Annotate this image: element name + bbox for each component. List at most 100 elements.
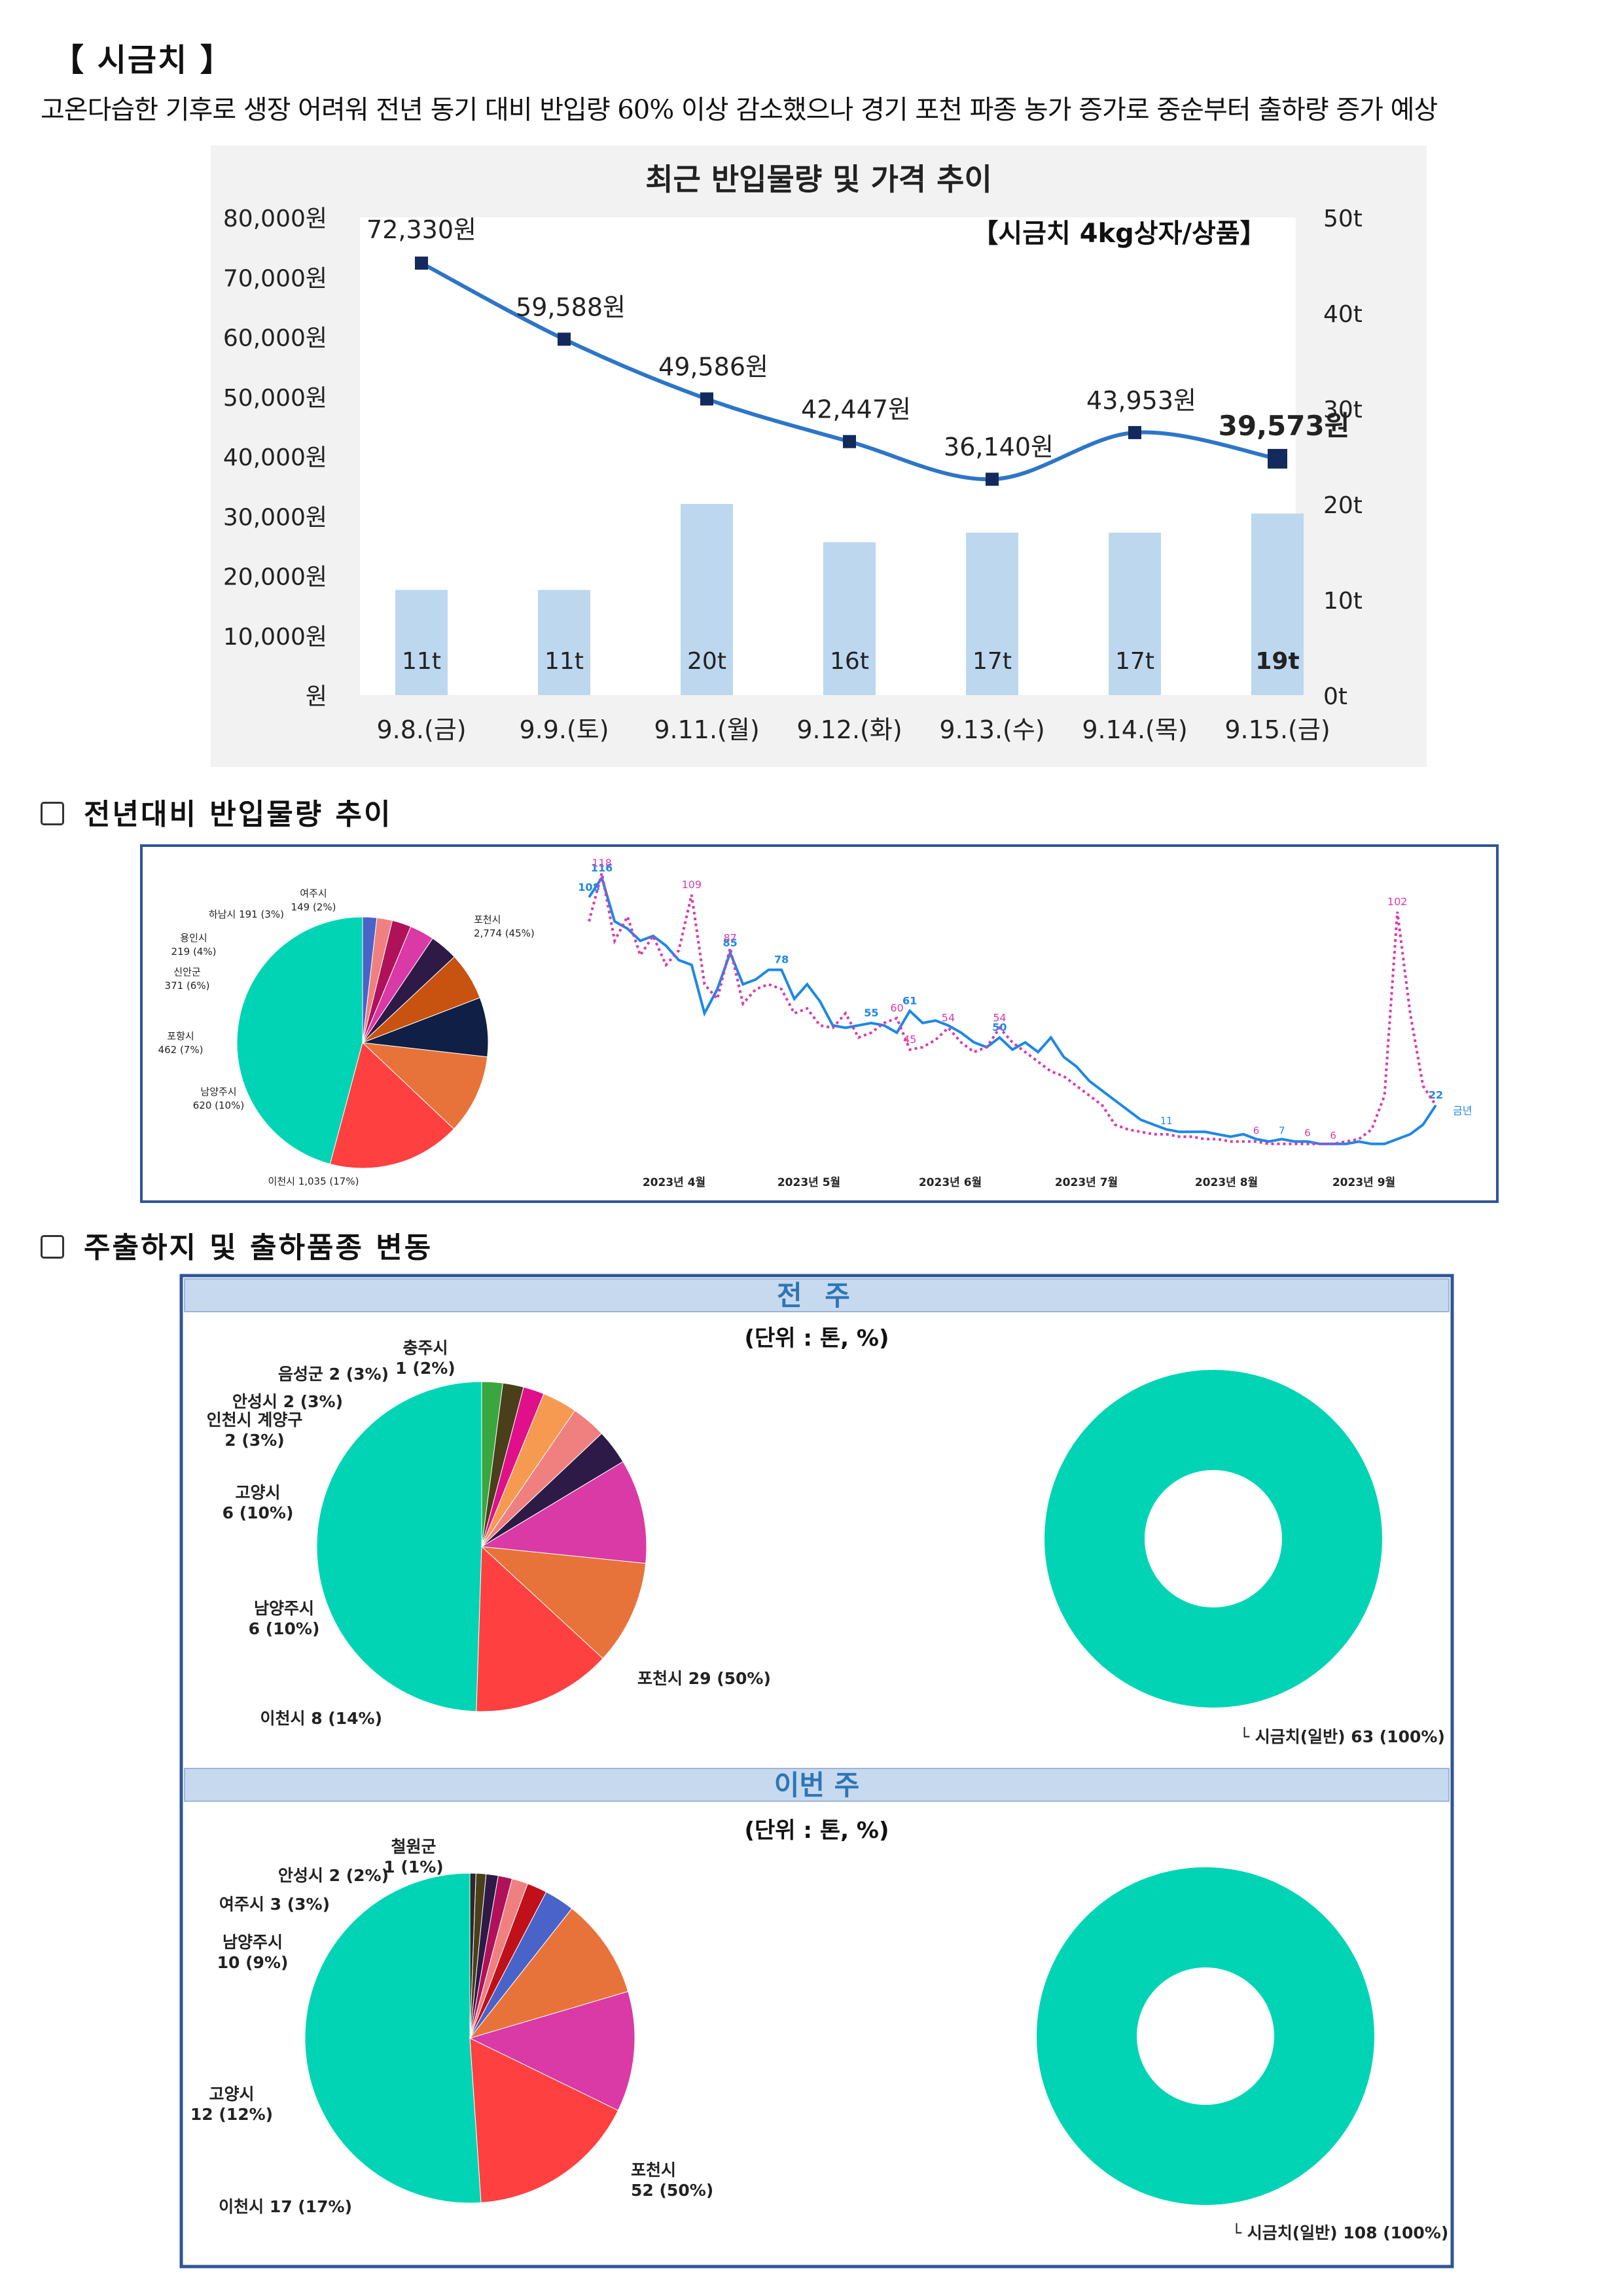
trend-x-tick: 2023년 5월 [777, 1176, 840, 1189]
volume-bar [538, 590, 590, 695]
weekly-origin-panel: 전 주이번 주 (단위 : 톤, %) (단위 : 톤, %) 포천시 29 (50%… [179, 1274, 1454, 2269]
this-week-pie-label: 10 (9%) [217, 1953, 289, 1972]
trend-x-tick: 2023년 4월 [643, 1176, 705, 1189]
price-marker [700, 392, 713, 406]
last-week-pie-label: 2 (3%) [224, 1431, 284, 1450]
price-marker [415, 256, 428, 270]
checkbox-icon [41, 1235, 64, 1259]
trend-point-label: 60 [890, 1002, 903, 1014]
this-week-pie-slice [469, 2037, 619, 2203]
this-week-pie-label: 남양주시 [223, 1933, 283, 1952]
legend-current-year: 금년 [1453, 1105, 1472, 1117]
last-week-pie-label: 충주시 [402, 1338, 448, 1357]
trend-point-label: 118 [592, 857, 612, 869]
price-marker [1268, 448, 1287, 469]
chart-title: 최근 반입물량 및 가격 추이 [645, 162, 992, 197]
trend-point-label: 102 [1387, 895, 1408, 908]
y-left-tick: 원 [306, 683, 327, 710]
origin-pie-label: 462 (7%) [158, 1044, 204, 1056]
volume-bar [1109, 532, 1161, 695]
volume-bar [1251, 513, 1304, 695]
trend-point-label: 6 [1253, 1124, 1260, 1136]
volume-bar [966, 532, 1018, 695]
trend-section-heading: 전년대비 반입물량 추이 [41, 791, 392, 833]
price-label: 72,330원 [366, 215, 476, 244]
this-week-pie-slice [469, 1991, 635, 2111]
origin-pie-label: 포천시 [474, 914, 501, 925]
last-week-pie-label: 음성군 2 (3%) [278, 1365, 389, 1384]
origin-pie-label: 신안군 [173, 966, 201, 978]
volume-label: 19t [1255, 648, 1299, 675]
origin-pie-label: 371 (6%) [165, 980, 210, 992]
y-left-tick: 60,000원 [223, 325, 327, 352]
this-week-pie-label: 철원군 [391, 1837, 436, 1856]
y-right-tick: 10t [1323, 588, 1363, 615]
origin-pie-label: 620 (10%) [193, 1100, 244, 1111]
origin-pie-slice [361, 1042, 488, 1130]
price-label: 39,573원 [1219, 410, 1350, 442]
last-week-pie-slice [476, 1545, 603, 1712]
last-week-pie-label: 안성시 2 (3%) [232, 1392, 343, 1411]
price-label: 49,586원 [658, 353, 768, 382]
this-week-pie-label: 여주시 3 (3%) [219, 1895, 330, 1914]
this-week-pie-label: 고양시 [209, 2085, 254, 2104]
page-title: 【 시금치 】 [52, 42, 233, 79]
last-week-pie-label: 6 (10%) [249, 1619, 320, 1638]
trend-point-label: 78 [774, 954, 789, 966]
trend-heading-text: 전년대비 반입물량 추이 [84, 798, 393, 831]
last-week-pie-label: 6 (10%) [223, 1503, 294, 1522]
trend-panel: 포천시 2,774 (45%) 이천시 1,035 (17%) 남양주시 620 (10… [140, 844, 1499, 1203]
trend-point-label: 87 [723, 931, 736, 944]
origin-pie-label: 여주시 [300, 888, 327, 899]
last-week-variety-donut-hole [1145, 1470, 1282, 1607]
summary-text: 고온다습한 기후로 생장 어려워 전년 동기 대비 반입량 60% 이상 감소했… [41, 95, 1438, 125]
trend-point-label: 11 [1160, 1115, 1173, 1127]
this-week-pie-label: 포천시 [631, 2161, 676, 2179]
last-week-title: 전 주 [777, 1280, 857, 1312]
origin-pie-slice [236, 916, 363, 1165]
x-tick-label: 9.15.(금) [1224, 715, 1330, 744]
last-week-pie-slice [316, 1381, 482, 1712]
price-marker [558, 332, 571, 346]
price-label: 42,447원 [801, 395, 911, 424]
this-week-pie-label: 이천시 17 (17%) [219, 2197, 352, 2216]
origin-section-heading: 주출하지 및 출하품종 변동 [41, 1224, 433, 1266]
origin-pie-label: 남양주시 [200, 1086, 236, 1098]
last-week-pie-slice [480, 1546, 647, 1659]
trend-point-label: 45 [903, 1033, 916, 1046]
origin-pie-slice [329, 1042, 455, 1169]
this-week-pie-slice [469, 1873, 476, 2039]
volume-label: 11t [544, 648, 584, 675]
last-week-pie-label: 포천시 29 (50%) [637, 1669, 771, 1688]
trend-point-label: 116 [591, 861, 613, 874]
trend-point-label: 6 [1330, 1130, 1336, 1141]
origin-pie-slice [362, 916, 378, 1043]
trend-point-label: 6 [1304, 1127, 1311, 1139]
trend-point-label: 108 [578, 881, 599, 893]
y-left-tick: 80,000원 [223, 206, 327, 232]
price-marker [1128, 425, 1141, 439]
trend-point-label: 54 [942, 1011, 955, 1024]
y-left-tick: 10,000원 [223, 624, 327, 651]
price-volume-chart: 최근 반입물량 및 가격 추이 【시금치 4kg상자/상품】 80,000원 70,0… [211, 145, 1427, 767]
trend-point-label: 109 [682, 878, 702, 891]
volume-label: 20t [687, 648, 726, 675]
origin-pie-label: 포항시 [167, 1030, 194, 1042]
trend-x-tick: 2023년 8월 [1195, 1176, 1258, 1189]
x-tick-label: 9.14.(목) [1082, 715, 1187, 744]
price-label: 43,953원 [1086, 386, 1196, 415]
this-week-pie-label: 12 (12%) [190, 2105, 273, 2124]
last-week-pie-label: 1 (2%) [395, 1359, 455, 1378]
trend-point-label: 85 [723, 937, 738, 949]
x-tick-label: 9.12.(화) [796, 715, 902, 744]
unit-label: (단위 : 톤, %) [744, 1325, 889, 1352]
origin-pie-label: 이천시 1,035 (17%) [268, 1175, 359, 1187]
this-week-pie-label: 안성시 2 (2%) [278, 1866, 389, 1885]
panel-header-this-week [184, 1768, 1450, 1802]
chart-subtitle: 【시금치 4kg상자/상품】 [972, 219, 1266, 249]
trend-point-label: 22 [1429, 1089, 1443, 1102]
x-tick-label: 9.13.(수) [939, 715, 1044, 744]
unit-label: (단위 : 톤, %) [744, 1818, 889, 1844]
this-week-pie-slice [304, 1873, 482, 2204]
x-tick-label: 9.11.(월) [654, 715, 759, 744]
